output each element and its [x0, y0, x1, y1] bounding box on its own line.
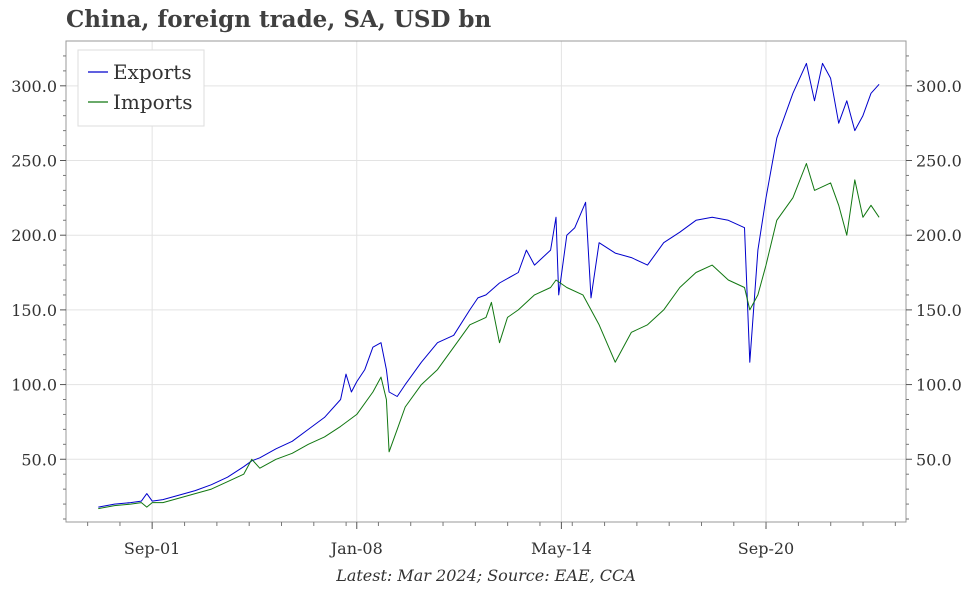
y-tick-label-right: 150.0 — [916, 301, 962, 320]
y-tick-label-left: 300.0 — [11, 77, 57, 96]
legend-label-exports: Exports — [113, 60, 192, 84]
chart-title: China, foreign trade, SA, USD bn — [66, 6, 492, 33]
axes: 50.0 50.0 100.0 100.0 150.0 150.0 200.0 200.0 25… — [11, 55, 962, 558]
series-line-imports — [98, 163, 880, 510]
y-tick-label-left: 100.0 — [11, 376, 57, 395]
y-tick-label-left: 250.0 — [11, 152, 57, 171]
chart-caption: Latest: Mar 2024; Source: EAE, CCA — [336, 566, 636, 585]
y-tick-label-right: 250.0 — [916, 152, 962, 171]
grid — [66, 41, 906, 522]
x-tick-label: May-14 — [531, 539, 592, 558]
y-tick-label-right: 50.0 — [916, 450, 952, 469]
y-tick-label-left: 200.0 — [11, 226, 57, 245]
y-tick-label-left: 150.0 — [11, 301, 57, 320]
legend-label-imports: Imports — [113, 90, 193, 114]
series-lines — [98, 62, 880, 510]
x-tick-label: Sep-20 — [738, 539, 794, 558]
series-line-exports — [98, 62, 880, 508]
plot-frame — [65, 40, 907, 523]
y-tick-label-left: 50.0 — [21, 450, 57, 469]
x-tick-label: Sep-01 — [124, 539, 180, 558]
y-tick-label-right: 100.0 — [916, 376, 962, 395]
x-tick-label: Jan-08 — [329, 539, 383, 558]
legend: Exports Imports — [77, 49, 205, 127]
y-tick-label-right: 300.0 — [916, 77, 962, 96]
y-tick-label-right: 200.0 — [916, 226, 962, 245]
legend-box — [77, 49, 205, 127]
